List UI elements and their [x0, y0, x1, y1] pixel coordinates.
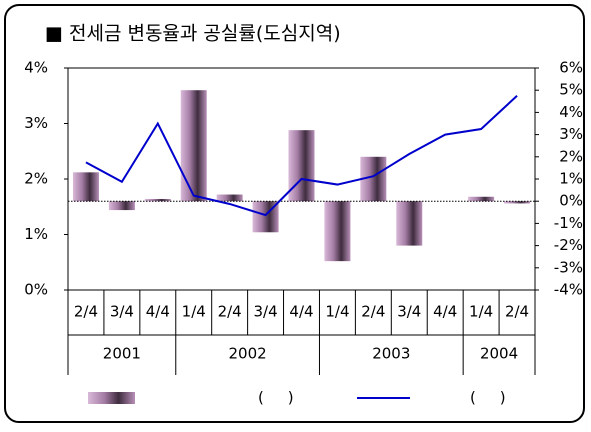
bar [144, 198, 171, 202]
x-tick-label: 1/4 [325, 303, 349, 321]
bar [108, 201, 135, 211]
bar [216, 194, 243, 202]
legend-swatch [88, 392, 135, 404]
y2-tick-label: 6% [559, 59, 583, 77]
bar [288, 130, 315, 202]
y2-tick-label: 2% [559, 147, 583, 165]
bar [324, 201, 351, 262]
x-tick-label: 2/4 [218, 303, 242, 321]
x-tick-label: 3/4 [254, 303, 278, 321]
bar [72, 172, 99, 202]
x-tick-label: 3/4 [397, 303, 421, 321]
x-tick-label: 3/4 [110, 303, 134, 321]
x-tick-label: 2/4 [505, 303, 529, 321]
y2-tick-label: 3% [559, 125, 583, 143]
line [85, 95, 518, 217]
y-tick-label: 4% [24, 59, 48, 77]
bar [396, 201, 423, 246]
y-tick-label: 0% [24, 281, 48, 299]
y2-tick-label: 5% [559, 81, 583, 99]
bar [180, 90, 207, 202]
group-label: 2003 [372, 345, 410, 363]
x-tick-label: 2/4 [361, 303, 385, 321]
group-label: 2004 [480, 345, 518, 363]
y2-tick-label: -2% [554, 236, 583, 254]
x-tick-label: 1/4 [469, 303, 493, 321]
y2-tick-label: 0% [559, 192, 583, 210]
y2-tick-label: 4% [559, 103, 583, 121]
chart-title: ■ 전세금 변동율과 공실률(도심지역) [45, 23, 341, 45]
bar [504, 201, 531, 204]
y-tick-label: 3% [24, 114, 48, 132]
y2-tick-label: -3% [554, 258, 583, 276]
x-tick-label: 4/4 [146, 303, 170, 321]
y2-tick-label: 1% [559, 170, 583, 188]
legend-label: ( ) [258, 389, 294, 407]
x-tick-label: 2/4 [74, 303, 98, 321]
y2-tick-label: -1% [554, 214, 583, 232]
group-label: 2002 [229, 345, 267, 363]
frame [4, 4, 585, 423]
x-tick-label: 4/4 [289, 303, 313, 321]
group-label: 2001 [103, 345, 141, 363]
y2-tick-label: -4% [554, 281, 583, 299]
x-tick-label: 1/4 [182, 303, 206, 321]
x-tick-label: 4/4 [433, 303, 457, 321]
y-tick-label: 2% [24, 170, 48, 188]
y-tick-label: 1% [24, 225, 48, 243]
bar [468, 196, 495, 202]
legend-label: ( ) [470, 389, 506, 407]
